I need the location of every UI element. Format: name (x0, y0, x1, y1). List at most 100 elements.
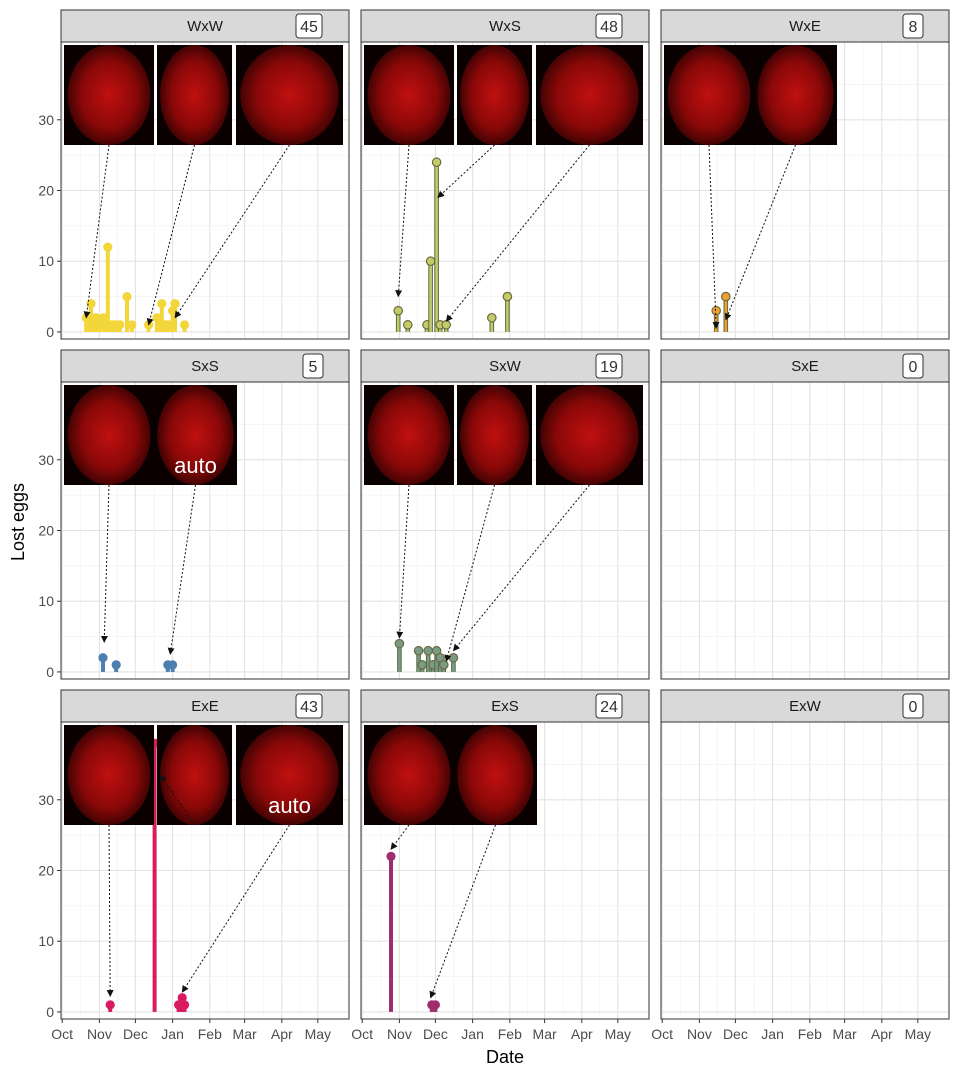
panel-SxW: SxW 19 (360, 349, 650, 680)
y-tick-label: 0 (46, 1004, 54, 1020)
x-tick-label: May (305, 1026, 331, 1042)
facet-label: WxW (187, 18, 224, 35)
facet-label: ExE (191, 698, 219, 715)
egg-image-embryo (67, 725, 151, 825)
x-tick-label: Dec (423, 1026, 448, 1042)
lollipop-head (127, 320, 137, 330)
panel-ExE: ExE 43 auto 0 10 20 30 Oct Nov Dec Jan Feb Mar Apr May (38, 689, 350, 1042)
facet-label: SxE (791, 358, 819, 375)
x-tick-label: May (905, 1026, 931, 1042)
x-tick-label: Mar (833, 1026, 857, 1042)
lollipop-head (111, 660, 121, 670)
lollipop-head (417, 660, 427, 670)
x-tick-label: Apr (271, 1026, 293, 1042)
egg-image: auto (154, 385, 237, 485)
axes-layer: Lost eggs Date (8, 483, 524, 1067)
y-tick-label: 10 (38, 593, 54, 609)
lollipop-head (152, 313, 162, 323)
facet-label: SxS (191, 358, 219, 375)
y-tick-label: 20 (38, 863, 54, 879)
x-tick-label: Feb (798, 1026, 822, 1042)
lollipop (98, 653, 108, 672)
count-badge (595, 13, 623, 39)
egg-image (454, 725, 537, 825)
lollipop-head (423, 645, 433, 656)
lollipop-head (122, 291, 132, 302)
lollipop-head (98, 313, 108, 323)
lollipop-head (430, 1000, 440, 1010)
egg-image (64, 385, 154, 485)
annotation-arrow (174, 144, 290, 319)
facet-label: SxW (489, 358, 522, 375)
annotation-arrow (437, 144, 495, 199)
lollipop (111, 660, 121, 672)
lollipop (394, 638, 405, 672)
y-tick-label: 20 (38, 523, 54, 539)
x-tick-label: May (605, 1026, 631, 1042)
lollipop (180, 1000, 190, 1012)
lollipop-head (103, 242, 113, 252)
annotation-arrow (146, 144, 195, 326)
lollipop (448, 652, 459, 672)
count-badge (902, 693, 924, 719)
panel-WxE: WxE 8 (660, 9, 950, 340)
egg-image-embryo (67, 385, 151, 485)
egg-image-embryo (67, 45, 151, 145)
panel-ExS: ExS 24 Oct Nov Dec Jan Feb Mar Apr May (351, 689, 650, 1042)
lollipop-head (720, 291, 731, 302)
panel-border (660, 41, 950, 340)
lollipop-head (170, 299, 180, 309)
count-badge-text: 0 (909, 359, 918, 376)
panels-layer: WxW 45 0 10 20 30 WxS 48 WxE 8 SxS 5 auto 0 10 20 30 SxW 1… (38, 9, 950, 1042)
lollipop-head (502, 291, 513, 302)
x-tick-label: Nov (87, 1026, 112, 1042)
lollipop-head (413, 645, 424, 656)
x-tick-label: Mar (233, 1026, 257, 1042)
facet-label: WxS (489, 18, 521, 35)
lollipop (417, 660, 427, 672)
annotation-arrow (181, 824, 290, 993)
count-badge (302, 353, 324, 379)
lollipop-head (486, 312, 497, 323)
x-tick-label: Oct (651, 1026, 673, 1042)
count-badge-text: 24 (600, 699, 618, 716)
lollipop (441, 320, 451, 332)
y-tick-label: 0 (46, 664, 54, 680)
x-tick-label: Nov (387, 1026, 412, 1042)
lollipop-head (393, 305, 403, 316)
egg-image-embryo (460, 385, 529, 485)
x-tick-label: Jan (161, 1026, 184, 1042)
lollipop-head (441, 320, 451, 330)
x-tick-label: Dec (123, 1026, 148, 1042)
lollipop (438, 660, 449, 672)
lollipop (393, 305, 403, 332)
count-badge-text: 43 (300, 699, 318, 716)
facet-strip (660, 689, 950, 723)
egg-image-embryo (757, 45, 834, 145)
x-tick-label: Dec (723, 1026, 748, 1042)
lollipop (413, 645, 424, 672)
x-tick-label: Jan (761, 1026, 784, 1042)
egg-image-embryo (240, 725, 339, 825)
lollipop-head (157, 299, 167, 309)
lollipop-head (394, 638, 405, 649)
egg-image-embryo (540, 385, 639, 485)
lollipop (486, 312, 497, 332)
lollipop (168, 660, 178, 672)
y-tick-label: 20 (38, 183, 54, 199)
egg-image-embryo (367, 725, 451, 825)
count-badge (902, 353, 924, 379)
egg-image (754, 45, 837, 145)
lollipop-head (402, 320, 413, 330)
lollipop-head (431, 157, 442, 168)
annotation-arrow (390, 824, 410, 850)
x-tick-label: Feb (198, 1026, 222, 1042)
facet-label: ExW (789, 698, 822, 715)
panel-border (660, 721, 950, 1020)
annotation-arrow (445, 144, 590, 322)
facet-strip (660, 349, 950, 383)
y-tick-label: 30 (38, 792, 54, 808)
egg-image (664, 45, 754, 145)
x-tick-label: Apr (871, 1026, 893, 1042)
